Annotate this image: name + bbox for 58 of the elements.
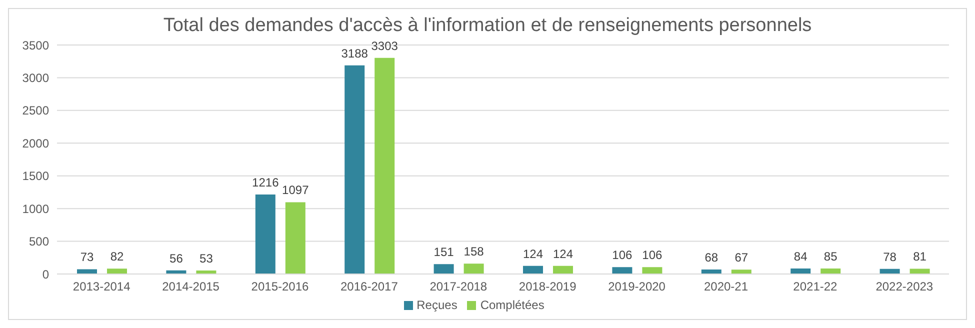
- x-tick-label: 2015-2016: [251, 280, 310, 294]
- legend-label: Complétées: [480, 298, 544, 312]
- data-label: 78: [883, 250, 897, 264]
- bar: [374, 58, 395, 274]
- x-tick-label: 2019-2020: [608, 280, 666, 294]
- data-label: 68: [704, 250, 718, 265]
- y-tick-label: 3000: [22, 70, 50, 85]
- bar: [523, 266, 543, 274]
- bar: [701, 270, 722, 274]
- x-tick-label: 2017-2018: [430, 280, 488, 294]
- bar: [255, 194, 276, 274]
- data-label: 81: [913, 250, 927, 264]
- bar: [612, 267, 632, 274]
- bar: [434, 264, 454, 274]
- x-tick-label: 2021-22: [793, 280, 838, 294]
- y-tick-label: 500: [28, 234, 50, 249]
- data-label: 158: [464, 244, 484, 259]
- y-tick-label: 2500: [22, 104, 50, 118]
- x-tick-label: 2018-2019: [518, 280, 577, 294]
- bar: [553, 266, 573, 274]
- data-label: 1097: [282, 183, 310, 198]
- bar: [77, 269, 97, 274]
- x-tick-label: 2014-2015: [162, 280, 220, 294]
- data-label: 124: [552, 246, 574, 261]
- x-tick-label: 2016-2017: [340, 280, 398, 294]
- bar: [642, 267, 662, 274]
- data-label: 82: [110, 250, 124, 264]
- bar: [910, 268, 930, 274]
- y-tick-label: 0: [42, 267, 50, 282]
- data-label: 3303: [371, 38, 398, 53]
- bar: [344, 65, 365, 274]
- data-label: 1216: [252, 175, 280, 190]
- data-label: 85: [824, 249, 838, 264]
- data-label: 106: [642, 248, 663, 262]
- bar: [107, 268, 127, 274]
- bar: [790, 268, 811, 274]
- data-label: 124: [522, 246, 544, 261]
- data-label: 67: [734, 250, 748, 265]
- bar: [820, 268, 841, 274]
- y-tick-label: 2000: [22, 136, 50, 150]
- chart-title: Total des demandes d'accès à l'information et de renseignements personnels: [162, 14, 813, 37]
- x-tick-label: 2013-2014: [72, 280, 131, 294]
- data-label: 106: [612, 248, 633, 262]
- data-label: 151: [434, 245, 454, 260]
- x-tick-label: 2020-21: [704, 280, 748, 294]
- data-label: 84: [794, 250, 808, 264]
- legend-label: Reçues: [416, 298, 458, 312]
- data-label: 3188: [341, 46, 368, 60]
- y-tick-label: 1000: [22, 202, 50, 216]
- bar: [731, 270, 752, 274]
- x-tick-label: 2022-2023: [876, 280, 934, 294]
- y-tick-label: 3500: [22, 38, 50, 52]
- data-label: 73: [80, 250, 94, 264]
- data-label: 56: [170, 251, 184, 266]
- data-label: 53: [200, 252, 214, 266]
- bar: [464, 264, 484, 274]
- bar: [285, 202, 306, 274]
- y-tick-label: 1500: [22, 169, 50, 184]
